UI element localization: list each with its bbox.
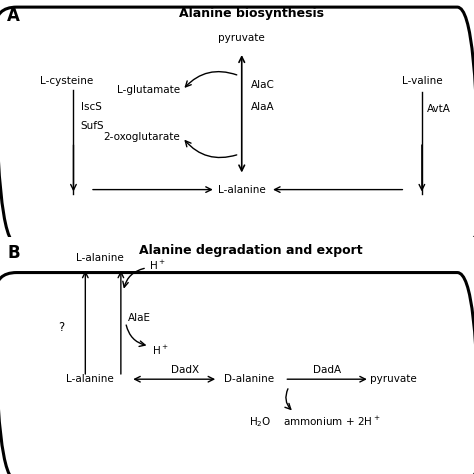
- Text: H$^+$: H$^+$: [149, 259, 166, 272]
- Text: Alanine biosynthesis: Alanine biosynthesis: [179, 7, 324, 20]
- Text: DadA: DadA: [313, 365, 341, 375]
- Text: A: A: [7, 7, 20, 25]
- Text: 2-oxoglutarate: 2-oxoglutarate: [103, 132, 180, 143]
- Text: AlaE: AlaE: [128, 312, 151, 323]
- Text: L-valine: L-valine: [401, 75, 442, 86]
- Text: Alanine degradation and export: Alanine degradation and export: [139, 244, 363, 257]
- Text: L-cysteine: L-cysteine: [40, 75, 93, 86]
- Text: L-alanine: L-alanine: [76, 253, 123, 264]
- Text: pyruvate: pyruvate: [219, 33, 265, 43]
- Text: H$^+$: H$^+$: [152, 344, 168, 357]
- Text: B: B: [7, 244, 20, 262]
- Text: AlaA: AlaA: [251, 101, 275, 112]
- Text: AlaC: AlaC: [251, 80, 275, 91]
- Text: L-alanine: L-alanine: [218, 184, 265, 195]
- Text: L-alanine: L-alanine: [66, 374, 114, 384]
- Text: DadX: DadX: [171, 365, 199, 375]
- Text: L-glutamate: L-glutamate: [117, 85, 180, 95]
- Text: ?: ?: [58, 320, 65, 334]
- Text: IscS: IscS: [81, 101, 101, 112]
- Text: D-alanine: D-alanine: [224, 374, 274, 384]
- Text: AvtA: AvtA: [427, 104, 450, 114]
- Text: ammonium + 2H$^+$: ammonium + 2H$^+$: [283, 415, 381, 428]
- Text: SufS: SufS: [81, 120, 104, 131]
- Text: pyruvate: pyruvate: [370, 374, 417, 384]
- Text: H$_2$O: H$_2$O: [249, 415, 272, 429]
